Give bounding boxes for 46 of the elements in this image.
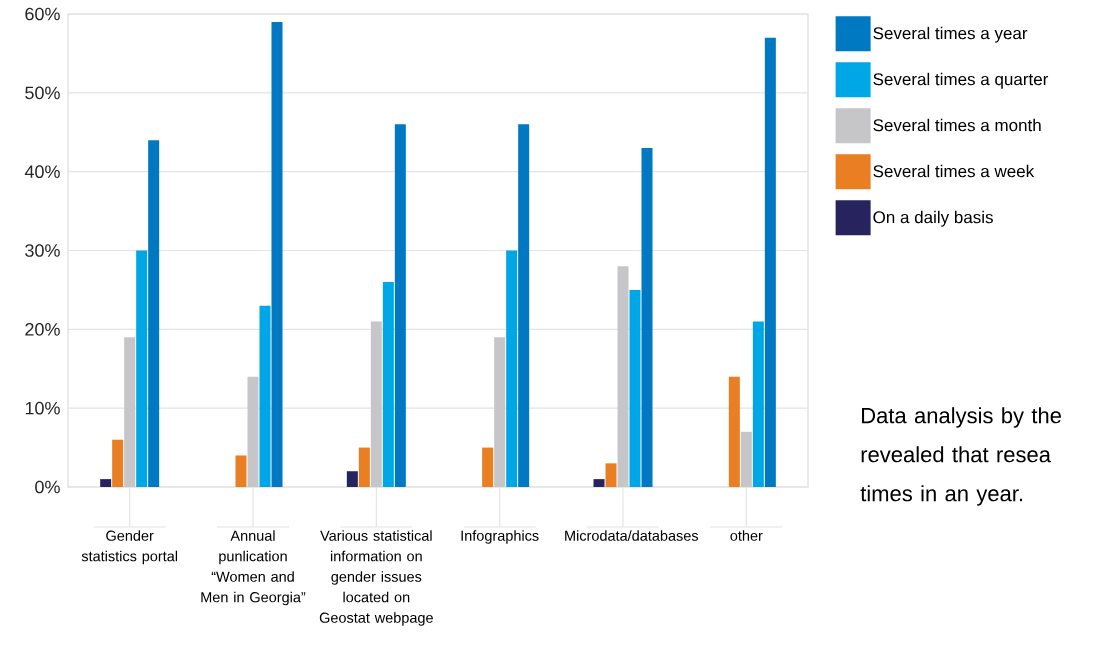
legend-label: On a daily basis (873, 210, 993, 227)
y-tick-label: 0% (35, 480, 60, 494)
legend-label: Several times a quarter (873, 72, 1049, 89)
bar (494, 337, 506, 487)
x-tick-label: Annual punlication “Women and Men in Georgia” (201, 530, 306, 606)
bar (394, 124, 406, 487)
legend-label: Several times a week (873, 164, 1035, 178)
bar (629, 289, 641, 487)
x-tick-label: Microdata/databases (565, 530, 699, 541)
bar (518, 124, 530, 487)
bar (764, 37, 776, 487)
bar (752, 321, 764, 487)
bar (259, 305, 271, 487)
bar (112, 439, 124, 487)
bar (271, 21, 283, 487)
bar (100, 479, 112, 487)
bar (235, 455, 247, 487)
bar (740, 431, 752, 487)
bar (247, 376, 259, 487)
bar (617, 266, 629, 487)
y-tick-label: 20% (25, 322, 60, 336)
legend-label: Several times a year (873, 26, 1028, 43)
bar (382, 282, 394, 487)
x-tick-label: Gender statistics portal (81, 530, 178, 565)
bar (346, 471, 358, 487)
bar (358, 447, 370, 487)
bar (641, 148, 653, 487)
x-tick-label: other (730, 530, 763, 541)
x-tick-label: Various statistical information on gender issues located on Geostat webpage (319, 530, 433, 626)
x-tick-label: Infographics (461, 530, 539, 544)
bar (605, 463, 617, 487)
bar (124, 337, 136, 487)
y-tick-label: 10% (25, 401, 60, 415)
bar (482, 447, 494, 487)
y-tick-label: 40% (24, 165, 60, 179)
y-tick-label: 50% (25, 86, 60, 100)
bar (370, 321, 382, 487)
bar (593, 479, 605, 487)
bar (136, 250, 148, 487)
y-tick-label: 60% (25, 7, 60, 21)
text: Data analysis by the revealed that resea times in an year. (860, 407, 1061, 506)
bar (506, 250, 518, 487)
legend-label: Several times a month (873, 118, 1041, 132)
bar (148, 140, 160, 487)
bar (728, 376, 740, 487)
y-tick-label: 30% (25, 244, 60, 257)
